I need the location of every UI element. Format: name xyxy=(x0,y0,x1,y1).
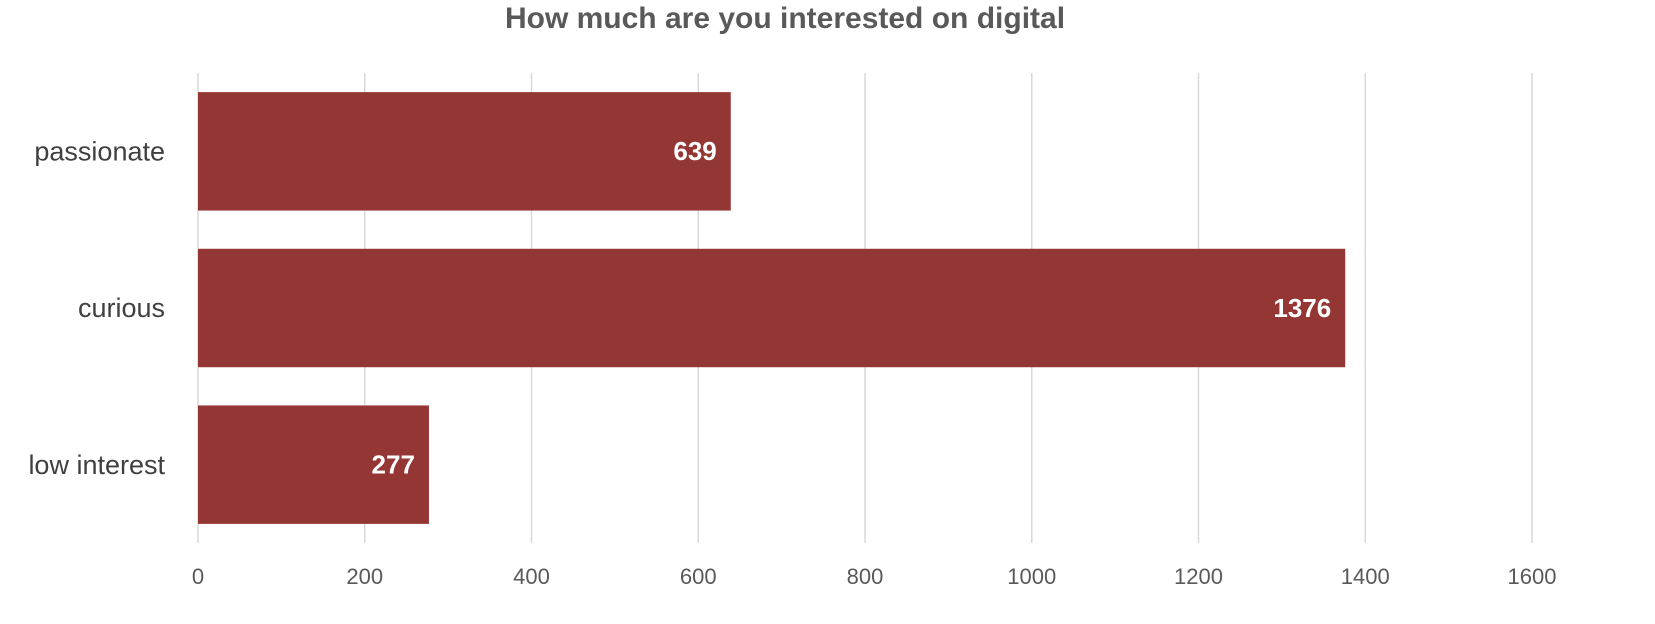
bar xyxy=(198,248,1346,368)
bar xyxy=(198,92,731,211)
x-tick-label: 1400 xyxy=(1341,564,1390,589)
x-tick-label: 600 xyxy=(680,564,717,589)
data-label: 639 xyxy=(673,136,716,166)
x-tick-label: 1200 xyxy=(1174,564,1223,589)
x-tick-label: 200 xyxy=(346,564,383,589)
y-tick-label: low interest xyxy=(28,450,165,480)
data-label: 277 xyxy=(372,450,415,480)
chart-title: How much are you interested on digital xyxy=(505,2,1065,35)
bar xyxy=(198,405,429,524)
y-tick-label: passionate xyxy=(34,136,165,166)
y-tick-label: curious xyxy=(78,293,165,323)
x-tick-label: 800 xyxy=(847,564,884,589)
data-label: 1376 xyxy=(1273,293,1331,323)
x-tick-label: 0 xyxy=(192,564,204,589)
x-tick-label: 400 xyxy=(513,564,550,589)
x-tick-label: 1600 xyxy=(1508,564,1557,589)
x-tick-label: 1000 xyxy=(1007,564,1056,589)
